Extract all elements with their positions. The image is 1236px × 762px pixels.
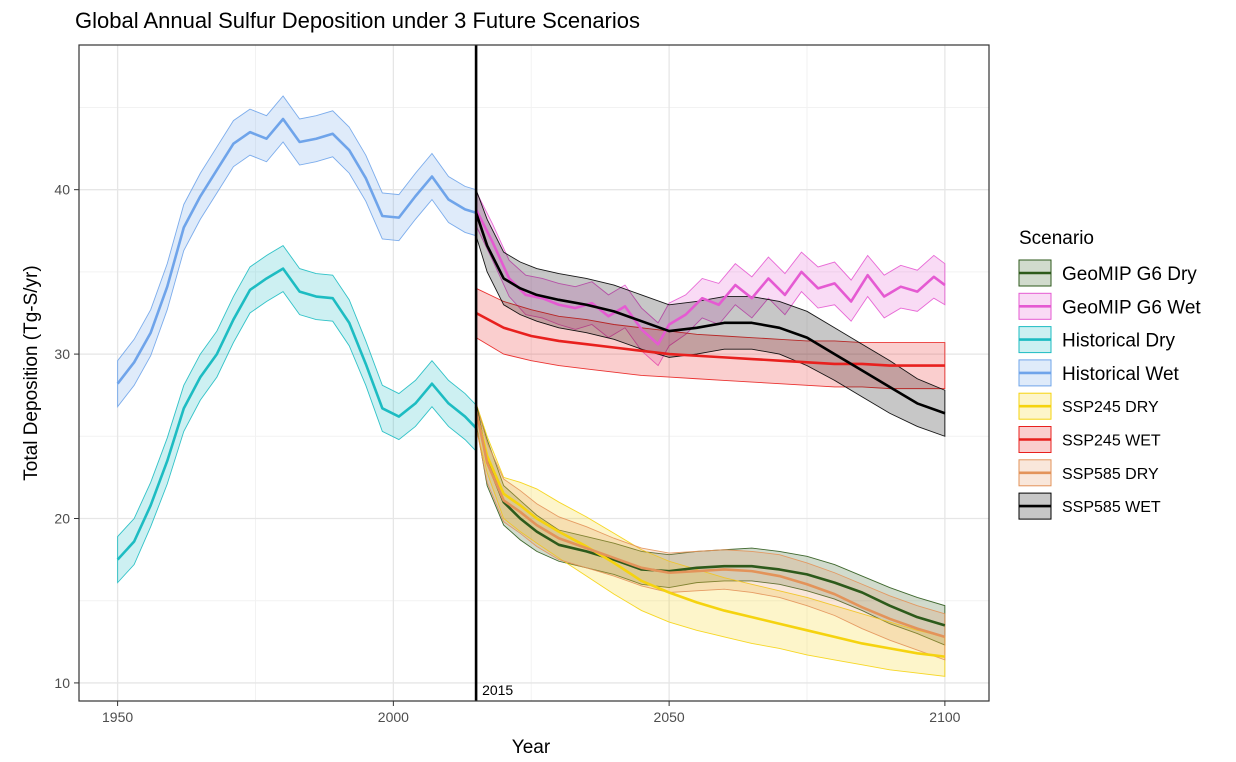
x-tick-label: 2000 [378, 709, 409, 725]
plot-panel [79, 45, 989, 701]
legend-label: Historical Wet [1062, 364, 1180, 385]
legend-label: SSP585 WET [1062, 499, 1161, 516]
legend-label: Historical Dry [1062, 331, 1175, 352]
legend-label: SSP245 WET [1062, 433, 1161, 450]
legend-item-historical-wet: Historical Wet [1018, 359, 1180, 387]
reference-line: 2015 [474, 45, 513, 701]
y-tick-label: 10 [54, 675, 70, 691]
band-ssp585-dry [475, 403, 946, 661]
confidence-bands [117, 95, 946, 677]
legend-item-ssp585-wet: SSP585 WET [1018, 492, 1161, 520]
x-tick-label: 2100 [929, 709, 960, 725]
legend-item-ssp245-dry: SSP245 DRY [1018, 392, 1159, 420]
legend-item-ssp585-dry: SSP585 DRY [1018, 459, 1159, 487]
y-axis-title: Total Deposition (Tg-S/yr) [21, 265, 42, 480]
band-geomip-g6-wet [475, 191, 946, 367]
chart-title: Global Annual Sulfur Deposition under 3 … [75, 8, 640, 33]
vline-label: 2015 [482, 682, 513, 698]
legend: Scenario GeoMIP G6 Dry GeoMIP G6 Wet Histo… [1018, 228, 1201, 520]
legend-item-ssp245-wet: SSP245 WET [1018, 426, 1161, 453]
legend-item-geomip-g6-dry: GeoMIP G6 Dry [1018, 259, 1197, 287]
line-ssp245-dry [474, 411, 946, 658]
legend-item-historical-dry: Historical Dry [1018, 326, 1175, 354]
line-historical-dry [116, 267, 478, 561]
legend-items: GeoMIP G6 Dry GeoMIP G6 Wet Historical Dry… [1018, 259, 1201, 520]
legend-item-geomip-g6-wet: GeoMIP G6 Wet [1018, 292, 1201, 320]
axis-ticks: 1950 2000 2050 2100 10 20 30 40 [54, 182, 960, 725]
line-ssp585-dry [474, 409, 946, 639]
series-lines [116, 117, 946, 658]
band-ssp585-wet [475, 189, 946, 437]
x-axis-title: Year [512, 737, 551, 758]
y-tick-label: 30 [54, 346, 70, 362]
x-tick-label: 2050 [654, 709, 685, 725]
x-tick-label: 1950 [102, 709, 133, 725]
y-tick-label: 40 [54, 182, 70, 198]
band-ssp245-dry [475, 403, 946, 677]
line-ssp585-wet [474, 212, 946, 415]
line-ssp245-wet [475, 311, 945, 367]
line-geomip-g6-wet [474, 208, 946, 346]
y-tick-label: 20 [54, 511, 70, 527]
legend-title: Scenario [1019, 228, 1094, 249]
line-geomip-g6-dry [474, 406, 946, 627]
legend-label: SSP245 DRY [1062, 399, 1159, 416]
line-historical-wet [116, 117, 477, 385]
legend-label: GeoMIP G6 Wet [1062, 297, 1201, 318]
legend-label: SSP585 DRY [1062, 466, 1159, 483]
legend-label: GeoMIP G6 Dry [1062, 264, 1197, 285]
plot-border [78, 44, 990, 702]
